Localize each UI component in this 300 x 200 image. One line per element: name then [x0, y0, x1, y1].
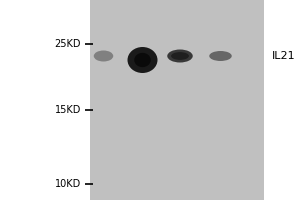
Text: IL21: IL21	[272, 51, 295, 61]
Text: 25KD: 25KD	[55, 39, 81, 49]
Ellipse shape	[167, 49, 193, 62]
Ellipse shape	[209, 51, 232, 61]
Ellipse shape	[128, 47, 158, 73]
Ellipse shape	[94, 50, 113, 62]
Ellipse shape	[134, 53, 151, 67]
Text: 10KD: 10KD	[55, 179, 81, 189]
Text: 15KD: 15KD	[55, 105, 81, 115]
Ellipse shape	[171, 52, 189, 60]
Bar	[90, 0, 264, 200]
